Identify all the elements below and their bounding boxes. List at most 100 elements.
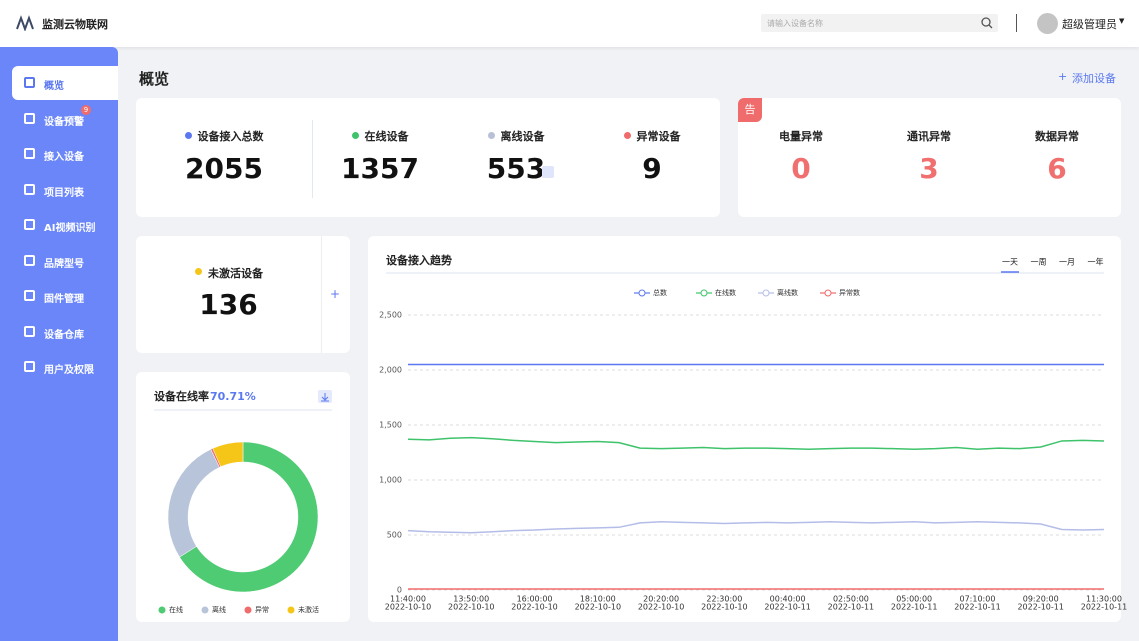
x-tick-label: 2022-10-10 <box>511 603 558 612</box>
nav-item[interactable]: 概览 <box>12 66 118 100</box>
legend-dot <box>487 132 495 139</box>
x-tick-label: 2022-10-11 <box>1081 603 1128 612</box>
anomaly-label: 电量异常 <box>779 130 823 143</box>
divider <box>1016 14 1017 32</box>
x-tick-label: 2022-10-10 <box>448 603 495 612</box>
y-tick-label: 500 <box>387 531 402 540</box>
download-icon <box>321 393 329 402</box>
range-tab[interactable]: 一月 <box>1059 258 1075 267</box>
pie-slice <box>167 448 220 558</box>
legend-label: 在线 <box>169 605 183 614</box>
anomaly-label: 数据异常 <box>1035 130 1079 143</box>
pie-slice <box>212 441 244 468</box>
nav-icon <box>24 112 35 124</box>
x-tick-label: 2022-10-11 <box>828 603 875 612</box>
nav-label: 概览 <box>44 81 64 92</box>
nav-badge: 9 <box>81 104 91 115</box>
nav-item[interactable]: 用户及权限 <box>12 350 118 384</box>
x-tick-label: 2022-10-10 <box>575 603 622 612</box>
x-tick-label: 05:00:00 <box>896 595 932 604</box>
legend-dot <box>158 606 166 614</box>
stat-label: 在线设备 <box>364 130 409 143</box>
anomaly-value: 6 <box>1047 152 1067 185</box>
add-plus[interactable]: + <box>1058 70 1068 83</box>
legend-label: 离线 <box>212 605 226 614</box>
nav-item[interactable]: 项目列表 <box>12 173 118 207</box>
nav-label: 固件管理 <box>44 294 84 305</box>
legend-dot <box>184 132 192 139</box>
y-tick-label: 0 <box>397 586 402 595</box>
nav-icon <box>24 361 35 372</box>
expand-plus[interactable]: + <box>330 287 341 301</box>
divider <box>321 236 322 353</box>
stat-value: 553 <box>486 152 546 185</box>
nav-item[interactable]: 品牌型号 <box>12 244 118 278</box>
search-placeholder: 请输入设备名称 <box>767 19 823 28</box>
x-tick-label: 02:50:00 <box>833 595 869 604</box>
stat-value: 2055 <box>185 152 263 185</box>
series-line <box>407 436 1105 450</box>
series-line <box>407 521 1105 534</box>
pie-slice <box>179 441 319 593</box>
nav-item[interactable]: 固件管理 <box>12 279 118 313</box>
nav-item[interactable]: AI视频识别 <box>12 208 118 242</box>
legend-label: 离线数 <box>777 288 798 297</box>
x-tick-label: 11:30:00 <box>1086 595 1122 604</box>
trend-card <box>368 236 1121 622</box>
range-tab[interactable]: 一周 <box>1031 258 1047 267</box>
legend-label: 未激活 <box>298 605 319 614</box>
dropdown-caret[interactable]: ▼ <box>1119 17 1125 25</box>
legend-dot <box>287 606 295 614</box>
inactive-label: 未激活设备 <box>208 267 263 280</box>
x-tick-label: 18:10:00 <box>580 595 616 604</box>
y-tick-label: 1,000 <box>379 476 402 485</box>
nav-icon <box>24 77 35 88</box>
search-icon[interactable] <box>981 17 993 29</box>
anomaly-card: 告 电量异常 0 通讯异常 3 数据异常 6 <box>738 98 1121 217</box>
legend-label: 总数 <box>653 288 667 297</box>
range-tab[interactable]: 一天 <box>1002 258 1018 267</box>
x-tick-label: 13:50:00 <box>453 595 489 604</box>
nav-label: 设备仓库 <box>44 329 84 341</box>
logo-icon <box>16 15 34 31</box>
nav-item[interactable]: 设备预警 9 <box>12 102 118 136</box>
y-tick-label: 1,500 <box>379 421 402 430</box>
chart-title: 设备在线率 <box>154 389 209 403</box>
search-box[interactable]: 请输入设备名称 <box>761 14 998 32</box>
add-device-button[interactable]: 添加设备 <box>1072 72 1116 85</box>
user-name[interactable]: 超级管理员 <box>1062 18 1117 31</box>
nav-item[interactable]: 设备仓库 <box>12 315 118 349</box>
x-tick-label: 09:20:00 <box>1023 595 1059 604</box>
nav-label: AI视频识别 <box>44 223 96 234</box>
legend-dot <box>623 132 631 139</box>
nav-item[interactable]: 接入设备 <box>12 137 118 171</box>
avatar[interactable] <box>1037 13 1058 34</box>
chart-title: 设备接入趋势 <box>386 253 452 267</box>
x-tick-label: 2022-10-11 <box>954 603 1001 612</box>
nav-icon <box>24 183 35 195</box>
divider <box>312 120 313 198</box>
legend-dot <box>195 268 202 275</box>
stat-label: 设备接入总数 <box>197 130 264 143</box>
stat-value: 1357 <box>341 152 419 185</box>
inactive-value: 136 <box>199 288 258 321</box>
x-tick-label: 2022-10-11 <box>1017 603 1064 612</box>
anomaly-badge: 告 <box>738 98 762 122</box>
x-tick-label: 2022-10-11 <box>764 603 811 612</box>
inactive-card: 未激活设备 136 + <box>136 236 350 353</box>
legend-dot <box>244 606 252 614</box>
nav-icon <box>24 325 35 337</box>
nav-icon <box>24 254 35 266</box>
y-tick-label: 2,500 <box>379 311 402 320</box>
nav-label: 用户及权限 <box>44 365 94 376</box>
range-tab[interactable]: 一年 <box>1088 257 1104 267</box>
info-icon <box>542 166 554 178</box>
y-tick-label: 2,000 <box>379 366 402 375</box>
x-tick-label: 2022-10-11 <box>891 603 938 612</box>
nav-icon <box>24 219 35 230</box>
legend-dot <box>351 132 359 139</box>
legend-label: 异常数 <box>839 288 860 297</box>
header: 监测云物联网 请输入设备名称 超级管理员 ▼ <box>0 0 1139 47</box>
legend-marker <box>762 289 770 297</box>
